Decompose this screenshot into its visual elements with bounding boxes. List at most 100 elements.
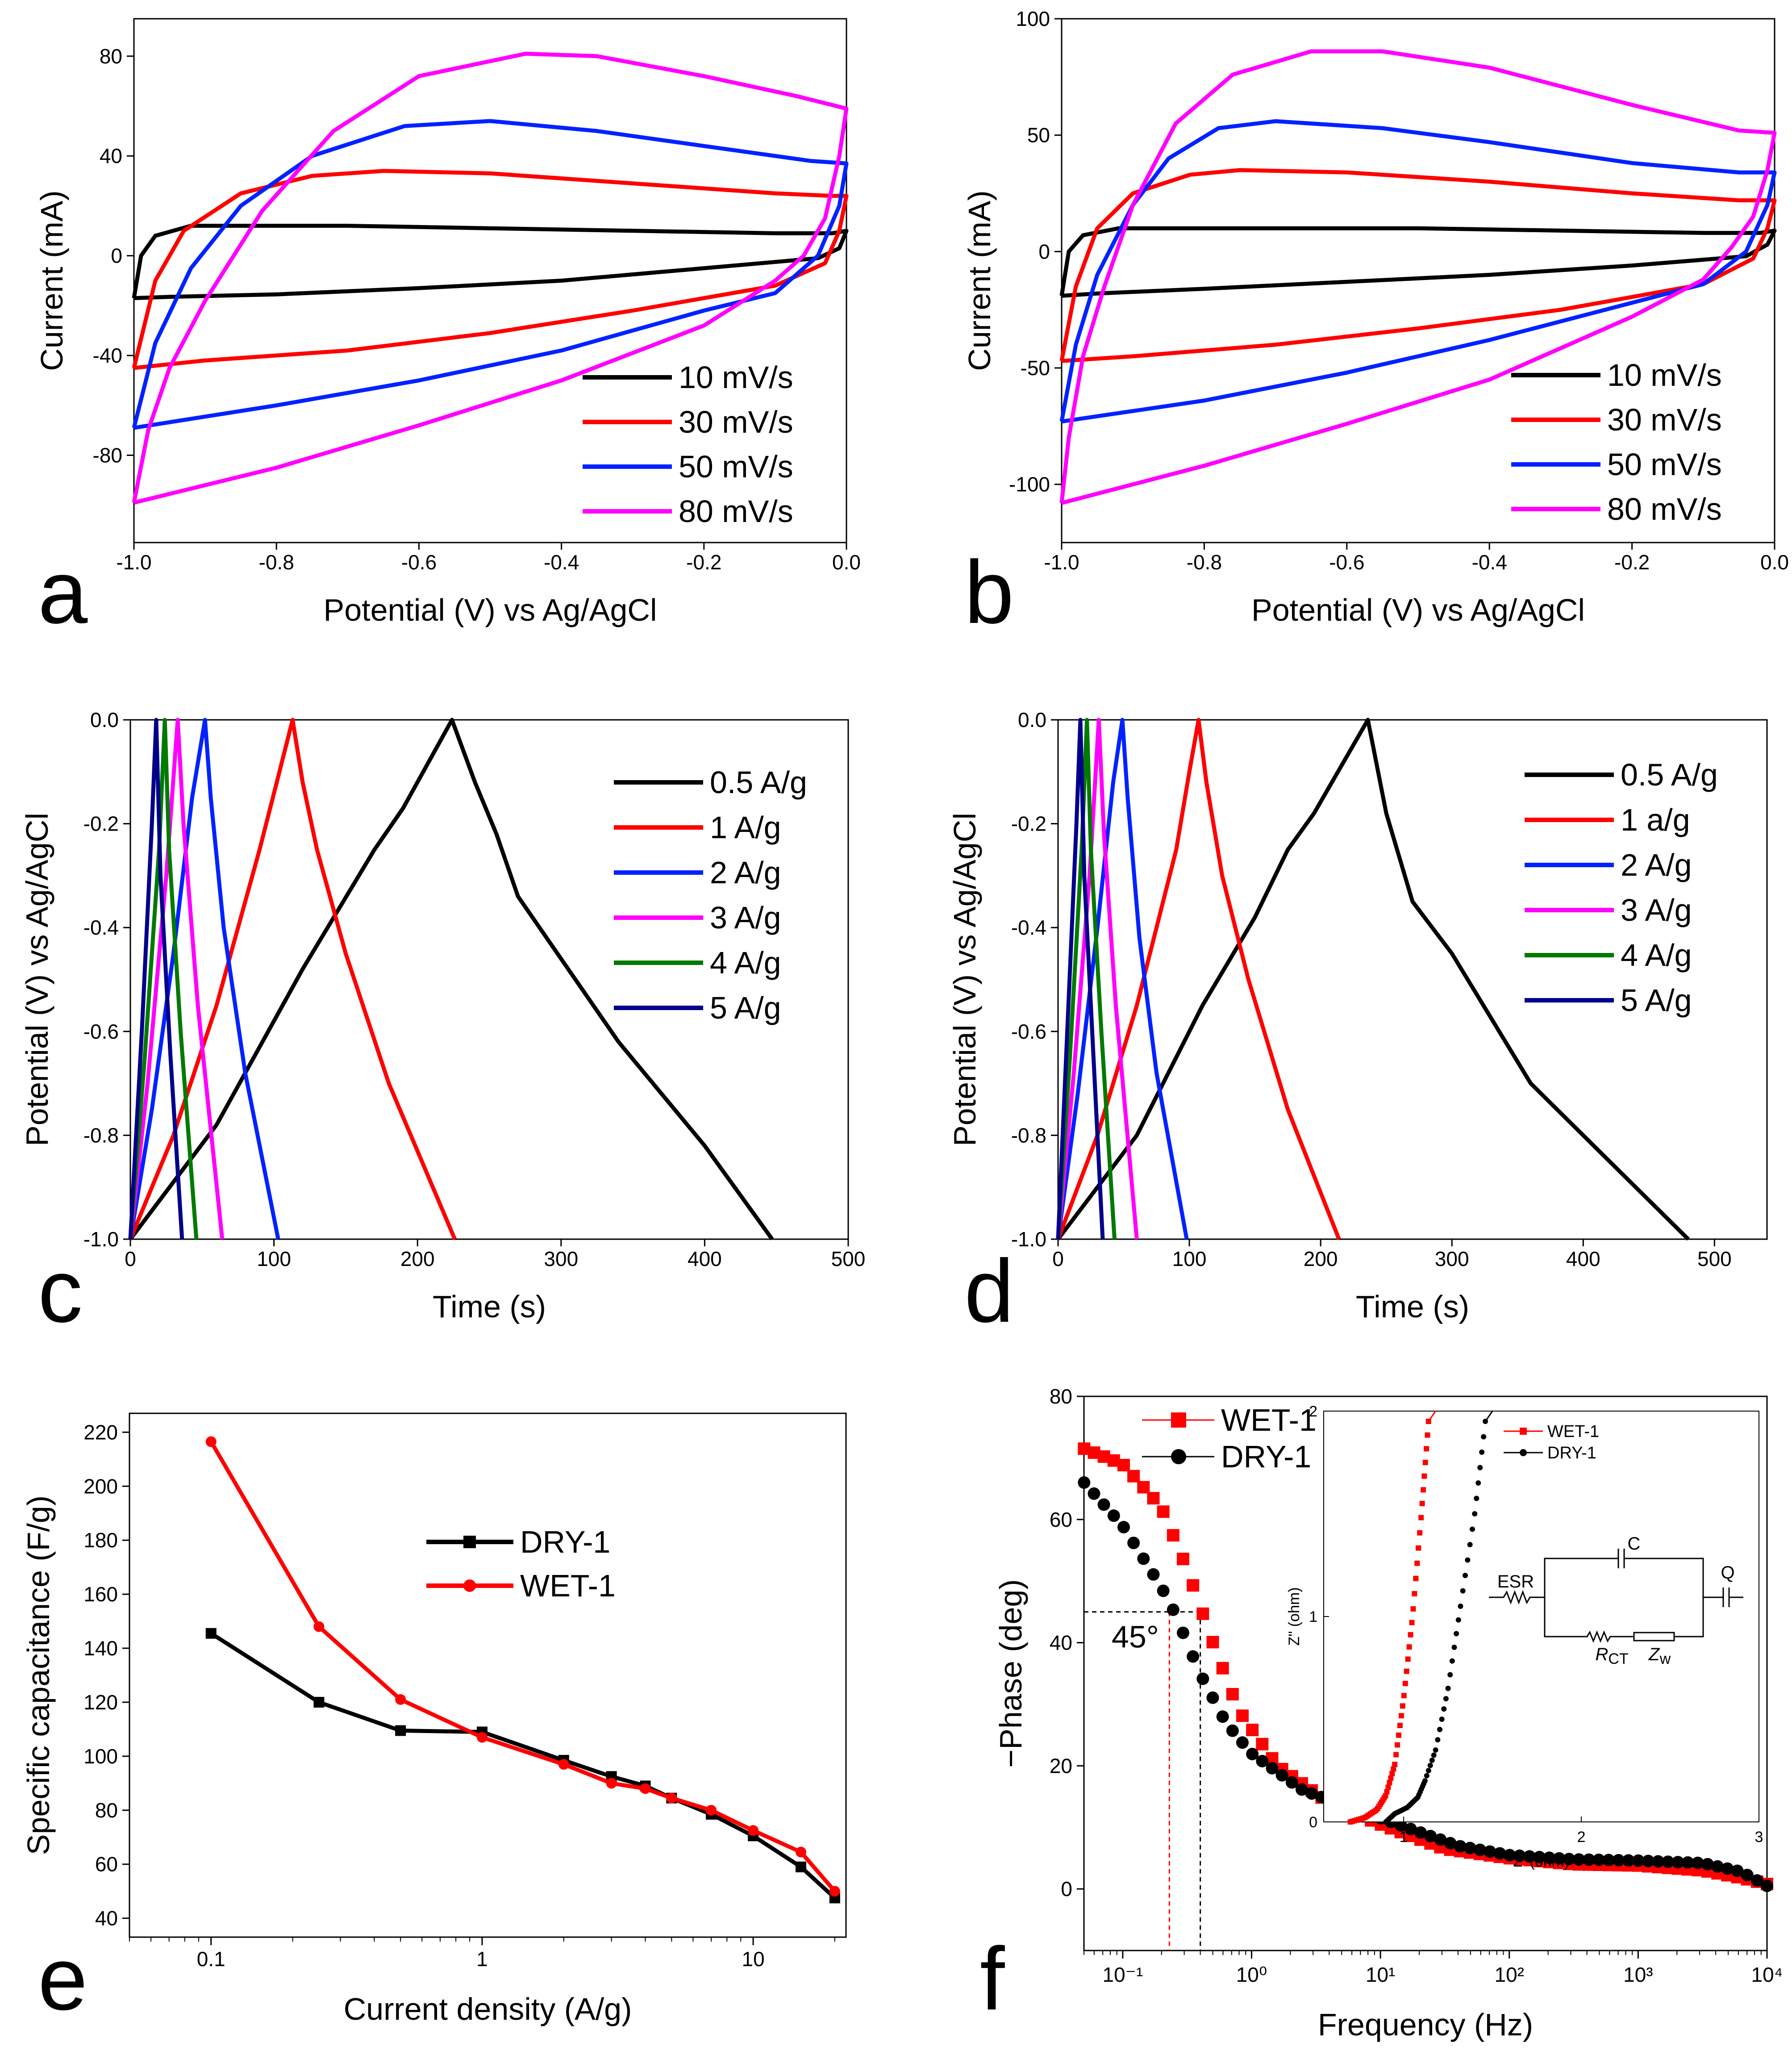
legend-label: 80 mV/s <box>1607 492 1722 526</box>
capacitance-point-WET-1 <box>205 1436 217 1447</box>
x-tick-label: 400 <box>1566 1247 1600 1270</box>
y-tick-label: 0 <box>1038 240 1050 263</box>
nyquist-point-WET-1 <box>1400 1703 1405 1709</box>
nyquist-point-WET-1 <box>1409 1620 1415 1625</box>
x-tick-label: -0.2 <box>1614 551 1650 574</box>
nyquist-point-DRY-1 <box>1472 1511 1478 1516</box>
capacitance-point-WET-1 <box>829 1886 840 1897</box>
phase-point-WET-1 <box>1147 1492 1160 1505</box>
y-tick-label: -0.4 <box>83 916 119 939</box>
phase-point-DRY-1 <box>1721 1862 1734 1875</box>
nyquist-point-DRY-1 <box>1477 1465 1483 1470</box>
y-tick-label: 220 <box>83 1420 118 1444</box>
phase-point-WET-1 <box>1137 1481 1150 1494</box>
x-tick-label: -0.4 <box>1472 551 1507 574</box>
phase-point-DRY-1 <box>1681 1856 1694 1869</box>
gcd-curve-4-A-g <box>128 718 199 1240</box>
y-tick-label: 40 <box>95 1907 118 1930</box>
legend-label: DRY-1 <box>1221 1439 1311 1474</box>
y-tick-label: -0.8 <box>83 1124 119 1147</box>
nyquist-point-DRY-1 <box>1447 1672 1453 1678</box>
x-tick-label: 100 <box>1172 1247 1207 1270</box>
nyquist-point-WET-1 <box>1398 1713 1404 1719</box>
nyquist-point-DRY-1 <box>1474 1495 1479 1501</box>
capacitance-point-DRY-1 <box>205 1628 217 1639</box>
y-tick-label: 140 <box>83 1637 118 1660</box>
legend-label: 3 A/g <box>710 900 781 935</box>
nyquist-point-DRY-1 <box>1479 1449 1485 1455</box>
x-axis-label: Frequency (Hz) <box>1318 2007 1533 2042</box>
panel-d: 0 100 200 300 400 500 0.0 -0.2 -0.4 -0.6 -0.8 -1.0 0… <box>947 708 1768 1324</box>
cv-curve-10-mV-s <box>1059 226 1777 298</box>
nyquist-point-WET-1 <box>1385 1784 1391 1790</box>
nyquist-point-WET-1 <box>1388 1775 1394 1781</box>
inset-x-tick-label: 3 <box>1755 1829 1763 1846</box>
legend-label: 10 mV/s <box>1607 358 1722 393</box>
x-tick-label: 0.0 <box>1760 551 1789 574</box>
panel-letter-f: f <box>980 1929 1005 2029</box>
y-tick-label: 80 <box>100 45 122 68</box>
x-tick-label: 200 <box>1304 1247 1338 1270</box>
phase-point-DRY-1 <box>1750 1874 1763 1887</box>
phase-point-WET-1 <box>1226 1688 1239 1700</box>
x-tick-label: -0.4 <box>544 551 579 574</box>
x-tick-label: 200 <box>400 1247 435 1270</box>
gcd-curve-5-A-g <box>128 718 184 1240</box>
phase-point-DRY-1 <box>1503 1849 1516 1862</box>
phase-point-DRY-1 <box>1454 1840 1467 1853</box>
y-tick-label: 100 <box>83 1745 118 1768</box>
legend-label: 4 A/g <box>1621 938 1692 973</box>
phase-point-DRY-1 <box>1127 1537 1140 1550</box>
nyquist-point-DRY-1 <box>1460 1588 1466 1594</box>
y-tick-label: 80 <box>95 1799 118 1822</box>
phase-point-WET-1 <box>1117 1459 1130 1472</box>
phase-point-WET-1 <box>1196 1607 1209 1620</box>
phase-point-DRY-1 <box>1078 1476 1091 1489</box>
x-tick-label: -0.8 <box>259 551 294 574</box>
x-axis-label: Current density (A/g) <box>344 1992 632 2026</box>
y-tick-label: -1.0 <box>83 1228 119 1251</box>
panel-f: 10⁻¹ 10⁰ 10¹ 10² 10³ 10⁴80604020045°WET-1DRY-… <box>993 1385 1783 2042</box>
capacitance-point-WET-1 <box>640 1783 651 1794</box>
nyquist-point-WET-1 <box>1413 1575 1419 1581</box>
phase-point-DRY-1 <box>1563 1853 1575 1866</box>
phase-point-WET-1 <box>1127 1470 1140 1483</box>
capacitance-point-DRY-1 <box>796 1861 807 1872</box>
nyquist-point-WET-1 <box>1392 1762 1398 1767</box>
capacitance-point-WET-1 <box>476 1732 488 1743</box>
phase-point-DRY-1 <box>1196 1672 1209 1685</box>
phase-point-DRY-1 <box>1206 1691 1219 1704</box>
nyquist-point-WET-1 <box>1417 1530 1423 1536</box>
nyquist-point-DRY-1 <box>1424 1773 1429 1779</box>
rct-subscript-label: CT <box>1608 1650 1628 1667</box>
gcd-curve-1-a-g <box>1056 718 1341 1240</box>
nyquist-point-WET-1 <box>1422 1460 1428 1465</box>
legend-label: 4 A/g <box>710 945 781 980</box>
y-axis-label: Potential (V) vs Ag/AgCl <box>20 813 54 1146</box>
x-axis-label: Time (s) <box>433 1289 546 1324</box>
phase-point-DRY-1 <box>1404 1822 1417 1835</box>
phase-point-DRY-1 <box>1117 1520 1130 1533</box>
nyquist-point-DRY-1 <box>1455 1617 1461 1623</box>
inset-frame <box>1323 1411 1759 1822</box>
legend-label: 5 A/g <box>1621 983 1692 1018</box>
nyquist-point-DRY-1 <box>1458 1604 1463 1609</box>
y-tick-label: -0.2 <box>1011 812 1046 835</box>
phase-point-DRY-1 <box>1602 1854 1615 1867</box>
phase-point-DRY-1 <box>1275 1769 1288 1782</box>
inset-legend-label: WET-1 <box>1547 1422 1599 1441</box>
x-axis-label: Potential (V) vs Ag/AgCl <box>1251 593 1585 627</box>
phase-point-DRY-1 <box>1592 1853 1605 1866</box>
nyquist-point-DRY-1 <box>1469 1526 1475 1532</box>
phase-point-DRY-1 <box>1424 1830 1437 1842</box>
phase-point-DRY-1 <box>1711 1860 1724 1873</box>
cv-curve-80-mV-s <box>132 51 849 505</box>
rct-label: R <box>1596 1645 1609 1664</box>
nyquist-point-WET-1 <box>1397 1722 1403 1728</box>
phase-point-DRY-1 <box>1176 1626 1189 1639</box>
phase-point-WET-1 <box>1157 1505 1170 1518</box>
phase-point-WET-1 <box>1246 1723 1259 1736</box>
y-tick-label: -100 <box>1009 473 1050 496</box>
capacitance-point-WET-1 <box>796 1846 807 1858</box>
x-tick-label: 10¹ <box>1366 1963 1395 1986</box>
